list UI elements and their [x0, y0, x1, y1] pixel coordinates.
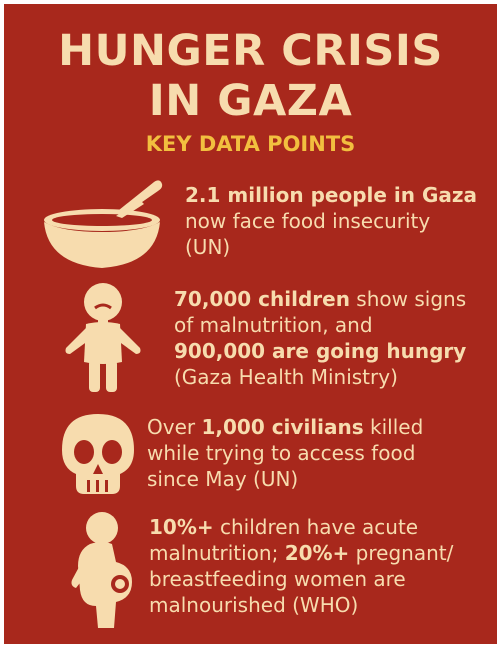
fact-2-text-2: of malnutrition, and	[174, 313, 373, 337]
fact-3-text-3: since May (UN)	[147, 467, 299, 491]
bowl-icon	[42, 176, 164, 272]
fact-1-text-2: (UN)	[185, 235, 231, 259]
fact-4-text-1: children have acute	[213, 515, 419, 539]
fact-children-malnutrition: 70,000 children show signs of malnutriti…	[174, 286, 466, 390]
skull-icon	[60, 412, 136, 502]
fact-4-text-4: breastfeeding women are	[149, 567, 406, 591]
fact-2-bold-2: 900,000 are going hungry	[174, 339, 467, 363]
fact-civilians-killed: Over 1,000 civilians killed while trying…	[147, 414, 423, 492]
fact-4-text-2: malnutrition;	[149, 541, 285, 565]
pregnant-woman-icon	[64, 510, 142, 630]
infographic-poster: HUNGER CRISIS IN GAZA KEY DATA POINTS 2.…	[4, 4, 497, 644]
fact-3-text-1: killed	[363, 415, 424, 439]
fact-3-text-0: Over	[147, 415, 202, 439]
fact-3-text-2: while trying to access food	[147, 441, 416, 465]
fact-4-bold-2: 20%+	[284, 541, 350, 565]
fact-1-bold-1: 2.1 million people in Gaza	[185, 183, 478, 207]
fact-4-text-3: pregnant/	[349, 541, 454, 565]
subtitle: KEY DATA POINTS	[145, 132, 356, 156]
fact-acute-malnutrition: 10%+ children have acute malnutrition; 2…	[149, 514, 453, 618]
title-line-2: IN GAZA	[148, 76, 353, 126]
fact-2-text-3: (Gaza Health Ministry)	[174, 365, 398, 389]
fact-2-text-1: show signs	[349, 287, 467, 311]
fact-2-bold-1: 70,000 children	[174, 287, 350, 311]
fact-4-text-5: malnourished (WHO)	[149, 593, 359, 617]
fact-3-bold-1: 1,000 civilians	[201, 415, 364, 439]
fact-food-insecurity: 2.1 million people in Gaza now face food…	[185, 182, 477, 260]
fact-1-text-1: now face food insecurity	[185, 209, 431, 233]
fact-4-bold-1: 10%+	[149, 515, 214, 539]
title-line-1: HUNGER CRISIS	[58, 26, 443, 76]
child-icon	[62, 282, 144, 394]
